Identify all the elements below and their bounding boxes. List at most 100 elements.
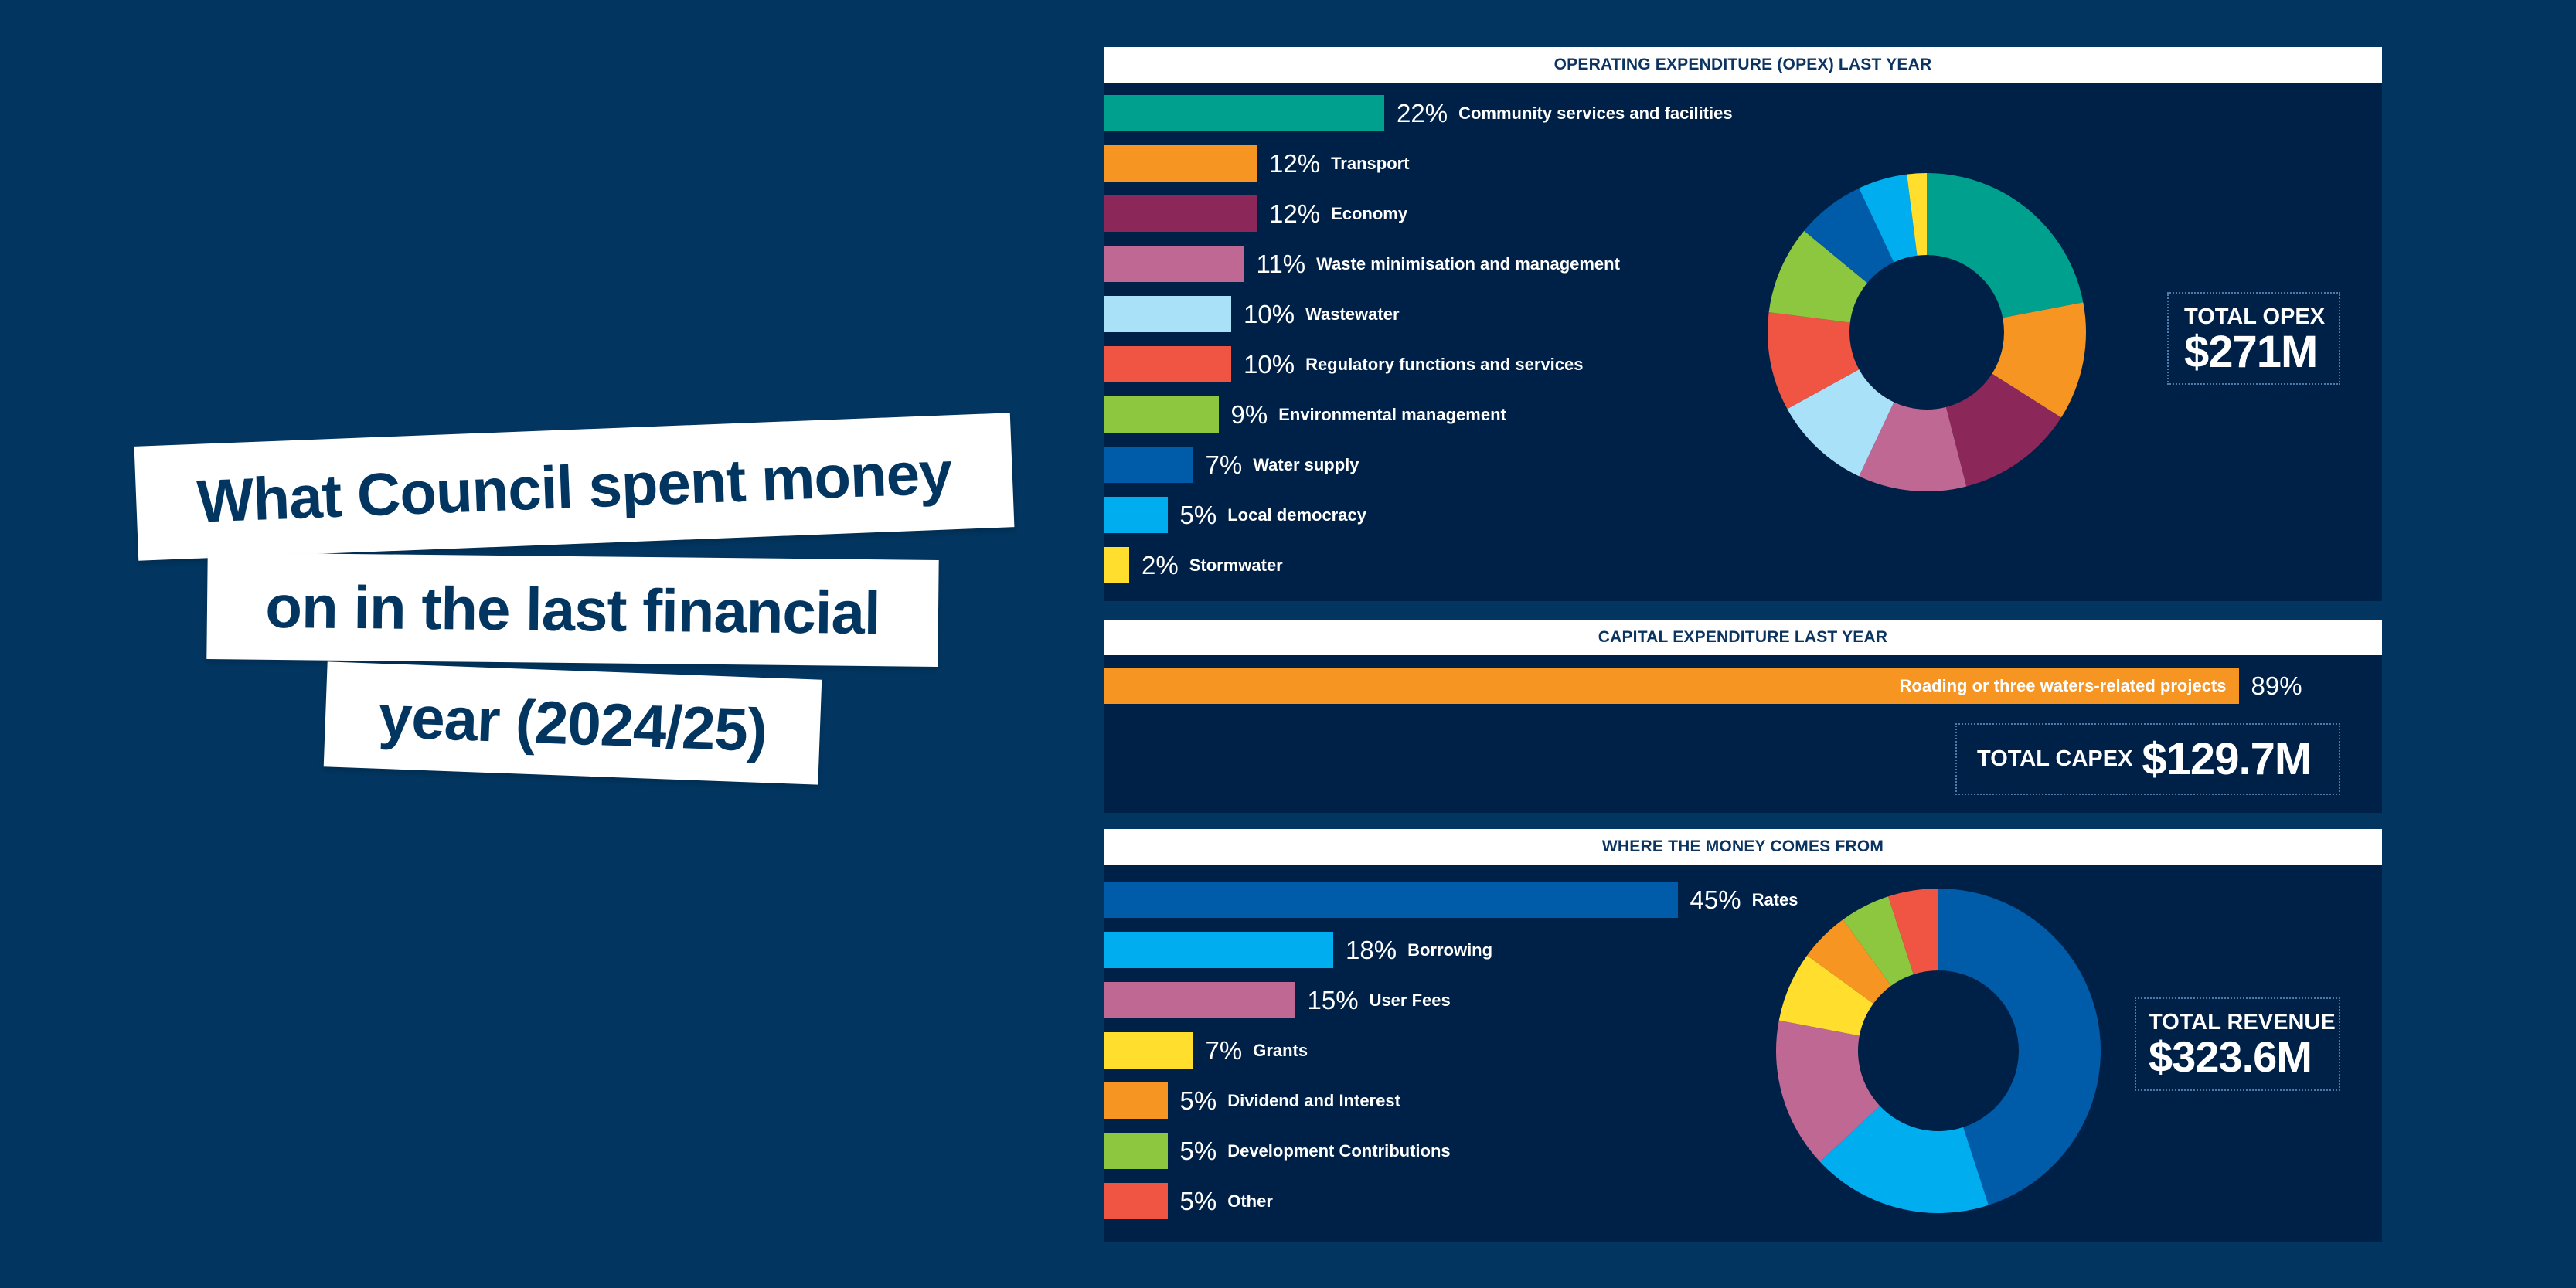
opex-donut-slice <box>1992 302 2086 418</box>
opex-bar-row: 7% Water supply <box>1104 447 1359 483</box>
title-line-1: What Council spent money <box>134 413 1015 561</box>
opex-donut-slice <box>1768 312 1860 410</box>
opex-bar <box>1104 346 1231 382</box>
revenue-bar-value: 18% <box>1346 935 1397 964</box>
opex-bar-label: Community services and facilities <box>1458 103 1733 123</box>
opex-bar-label: Local democracy <box>1227 505 1366 525</box>
opex-bar-label: Wastewater <box>1305 304 1400 324</box>
revenue-total-box: TOTAL REVENUE $323.6M <box>2135 997 2340 1091</box>
opex-bar-row: 12% Transport <box>1104 145 1410 182</box>
capex-bar: Roading or three waters-related projects <box>1104 668 2239 704</box>
revenue-bar-row: 7% Grants <box>1104 1032 1308 1069</box>
revenue-donut-slice <box>1778 955 1873 1036</box>
revenue-bar <box>1104 932 1333 968</box>
revenue-bar-label: User Fees <box>1369 990 1451 1010</box>
revenue-panel: WHERE THE MONEY COMES FROM 45% Rates 18% Bo… <box>1104 829 2382 1242</box>
capex-total-label: TOTAL CAPEX <box>1977 746 2133 771</box>
revenue-bar-row: 5% Development Contributions <box>1104 1133 1451 1169</box>
revenue-donut-slice <box>1807 919 1891 1004</box>
opex-donut-slice <box>1927 173 2084 318</box>
opex-bar <box>1104 396 1219 433</box>
opex-donut-slice <box>1787 369 1894 477</box>
revenue-bar-label: Borrowing <box>1407 940 1493 960</box>
capex-bar-value: 89% <box>2251 671 2302 700</box>
revenue-bar-row: 5% Other <box>1104 1183 1273 1219</box>
opex-header: OPERATING EXPENDITURE (OPEX) LAST YEAR <box>1104 47 2382 83</box>
revenue-total-value: $323.6M <box>2149 1032 2312 1081</box>
opex-bar-value: 5% <box>1179 500 1217 529</box>
opex-bar-label: Transport <box>1331 153 1410 173</box>
opex-bar-value: 11% <box>1256 249 1306 278</box>
opex-donut-slice <box>1859 402 1967 491</box>
opex-bar <box>1104 547 1129 583</box>
revenue-total-label: TOTAL REVENUE <box>2149 1010 2336 1035</box>
opex-bar-label: Environmental management <box>1278 404 1506 424</box>
opex-donut-slice <box>1804 188 1894 284</box>
opex-bar-row: 12% Economy <box>1104 195 1407 232</box>
capex-bar-label: Roading or three waters-related projects <box>1899 675 2227 695</box>
opex-bar-label: Stormwater <box>1189 555 1283 575</box>
opex-bar-row: 5% Local democracy <box>1104 497 1366 533</box>
revenue-bar-label: Grants <box>1253 1040 1308 1060</box>
opex-bar-label: Economy <box>1331 203 1408 223</box>
revenue-bar <box>1104 882 1678 918</box>
opex-bar-row: 10% Regulatory functions and services <box>1104 346 1584 382</box>
opex-bar-row: 22% Community services and facilities <box>1104 95 1733 131</box>
revenue-bar-label: Other <box>1227 1191 1273 1211</box>
revenue-bar <box>1104 1032 1193 1069</box>
title-text-2: on in the last financial <box>265 572 881 647</box>
title-line-3: year (2024/25) <box>323 661 822 785</box>
opex-bar-value: 12% <box>1269 148 1321 178</box>
revenue-bar-row: 45% Rates <box>1104 882 1798 918</box>
opex-bar-label: Water supply <box>1253 454 1359 474</box>
opex-panel: OPERATING EXPENDITURE (OPEX) LAST YEAR 2… <box>1104 47 2382 601</box>
revenue-bar <box>1104 1133 1168 1169</box>
revenue-bar-value: 15% <box>1307 985 1359 1014</box>
opex-bar-row: 11% Waste minimisation and management <box>1104 246 1620 282</box>
title-line-2: on in the last financial <box>206 552 939 667</box>
opex-bar-value: 9% <box>1230 399 1268 429</box>
revenue-bar <box>1104 1082 1168 1119</box>
capex-panel: CAPITAL EXPENDITURE LAST YEAR Roading or… <box>1104 620 2382 813</box>
opex-total-label: TOTAL OPEX <box>2184 304 2326 329</box>
opex-bar-label: Waste minimisation and management <box>1316 253 1620 274</box>
opex-bar <box>1104 296 1231 332</box>
opex-bar <box>1104 145 1257 182</box>
opex-bar-label: Regulatory functions and services <box>1305 354 1584 374</box>
revenue-donut-chart <box>1776 889 2101 1213</box>
revenue-bar <box>1104 1183 1168 1219</box>
revenue-bar-label: Development Contributions <box>1227 1140 1451 1161</box>
revenue-donut-slice <box>1888 889 1938 975</box>
opex-bar <box>1104 497 1168 533</box>
opex-donut-slice <box>1907 173 1927 256</box>
revenue-bar-row: 15% User Fees <box>1104 982 1451 1018</box>
revenue-donut-slice <box>1776 1020 1880 1162</box>
opex-bar <box>1104 447 1193 483</box>
opex-donut-slice <box>1945 373 2061 487</box>
capex-total-box: TOTAL CAPEX $129.7M <box>1955 723 2340 795</box>
opex-bar <box>1104 195 1257 232</box>
opex-bar <box>1104 246 1244 282</box>
revenue-bar-row: 18% Borrowing <box>1104 932 1492 968</box>
capex-total-value: $129.7M <box>2142 733 2312 784</box>
title-text-1: What Council spent money <box>196 437 953 535</box>
opex-total-value: $271M <box>2184 327 2318 377</box>
opex-bar-row: 2% Stormwater <box>1104 547 1283 583</box>
opex-bar <box>1104 95 1384 131</box>
opex-bar-value: 12% <box>1269 199 1321 228</box>
capex-header: CAPITAL EXPENDITURE LAST YEAR <box>1104 620 2382 655</box>
revenue-bar-value: 5% <box>1179 1136 1217 1165</box>
revenue-bar-value: 5% <box>1179 1186 1217 1215</box>
opex-bar-value: 10% <box>1244 349 1295 379</box>
revenue-donut-slice <box>1843 896 1914 986</box>
revenue-bar-value: 7% <box>1205 1035 1243 1065</box>
opex-bar-row: 9% Environmental management <box>1104 396 1506 433</box>
revenue-donut-slice <box>1938 889 2101 1205</box>
revenue-bar-label: Rates <box>1751 889 1798 909</box>
opex-donut-slice <box>1768 230 1867 323</box>
opex-total-box: TOTAL OPEX $271M <box>2167 292 2340 385</box>
opex-donut-slice <box>1859 174 1918 263</box>
title-text-3: year (2024/25) <box>377 681 768 764</box>
opex-bar-value: 7% <box>1205 450 1243 479</box>
revenue-bar-value: 5% <box>1179 1086 1217 1115</box>
